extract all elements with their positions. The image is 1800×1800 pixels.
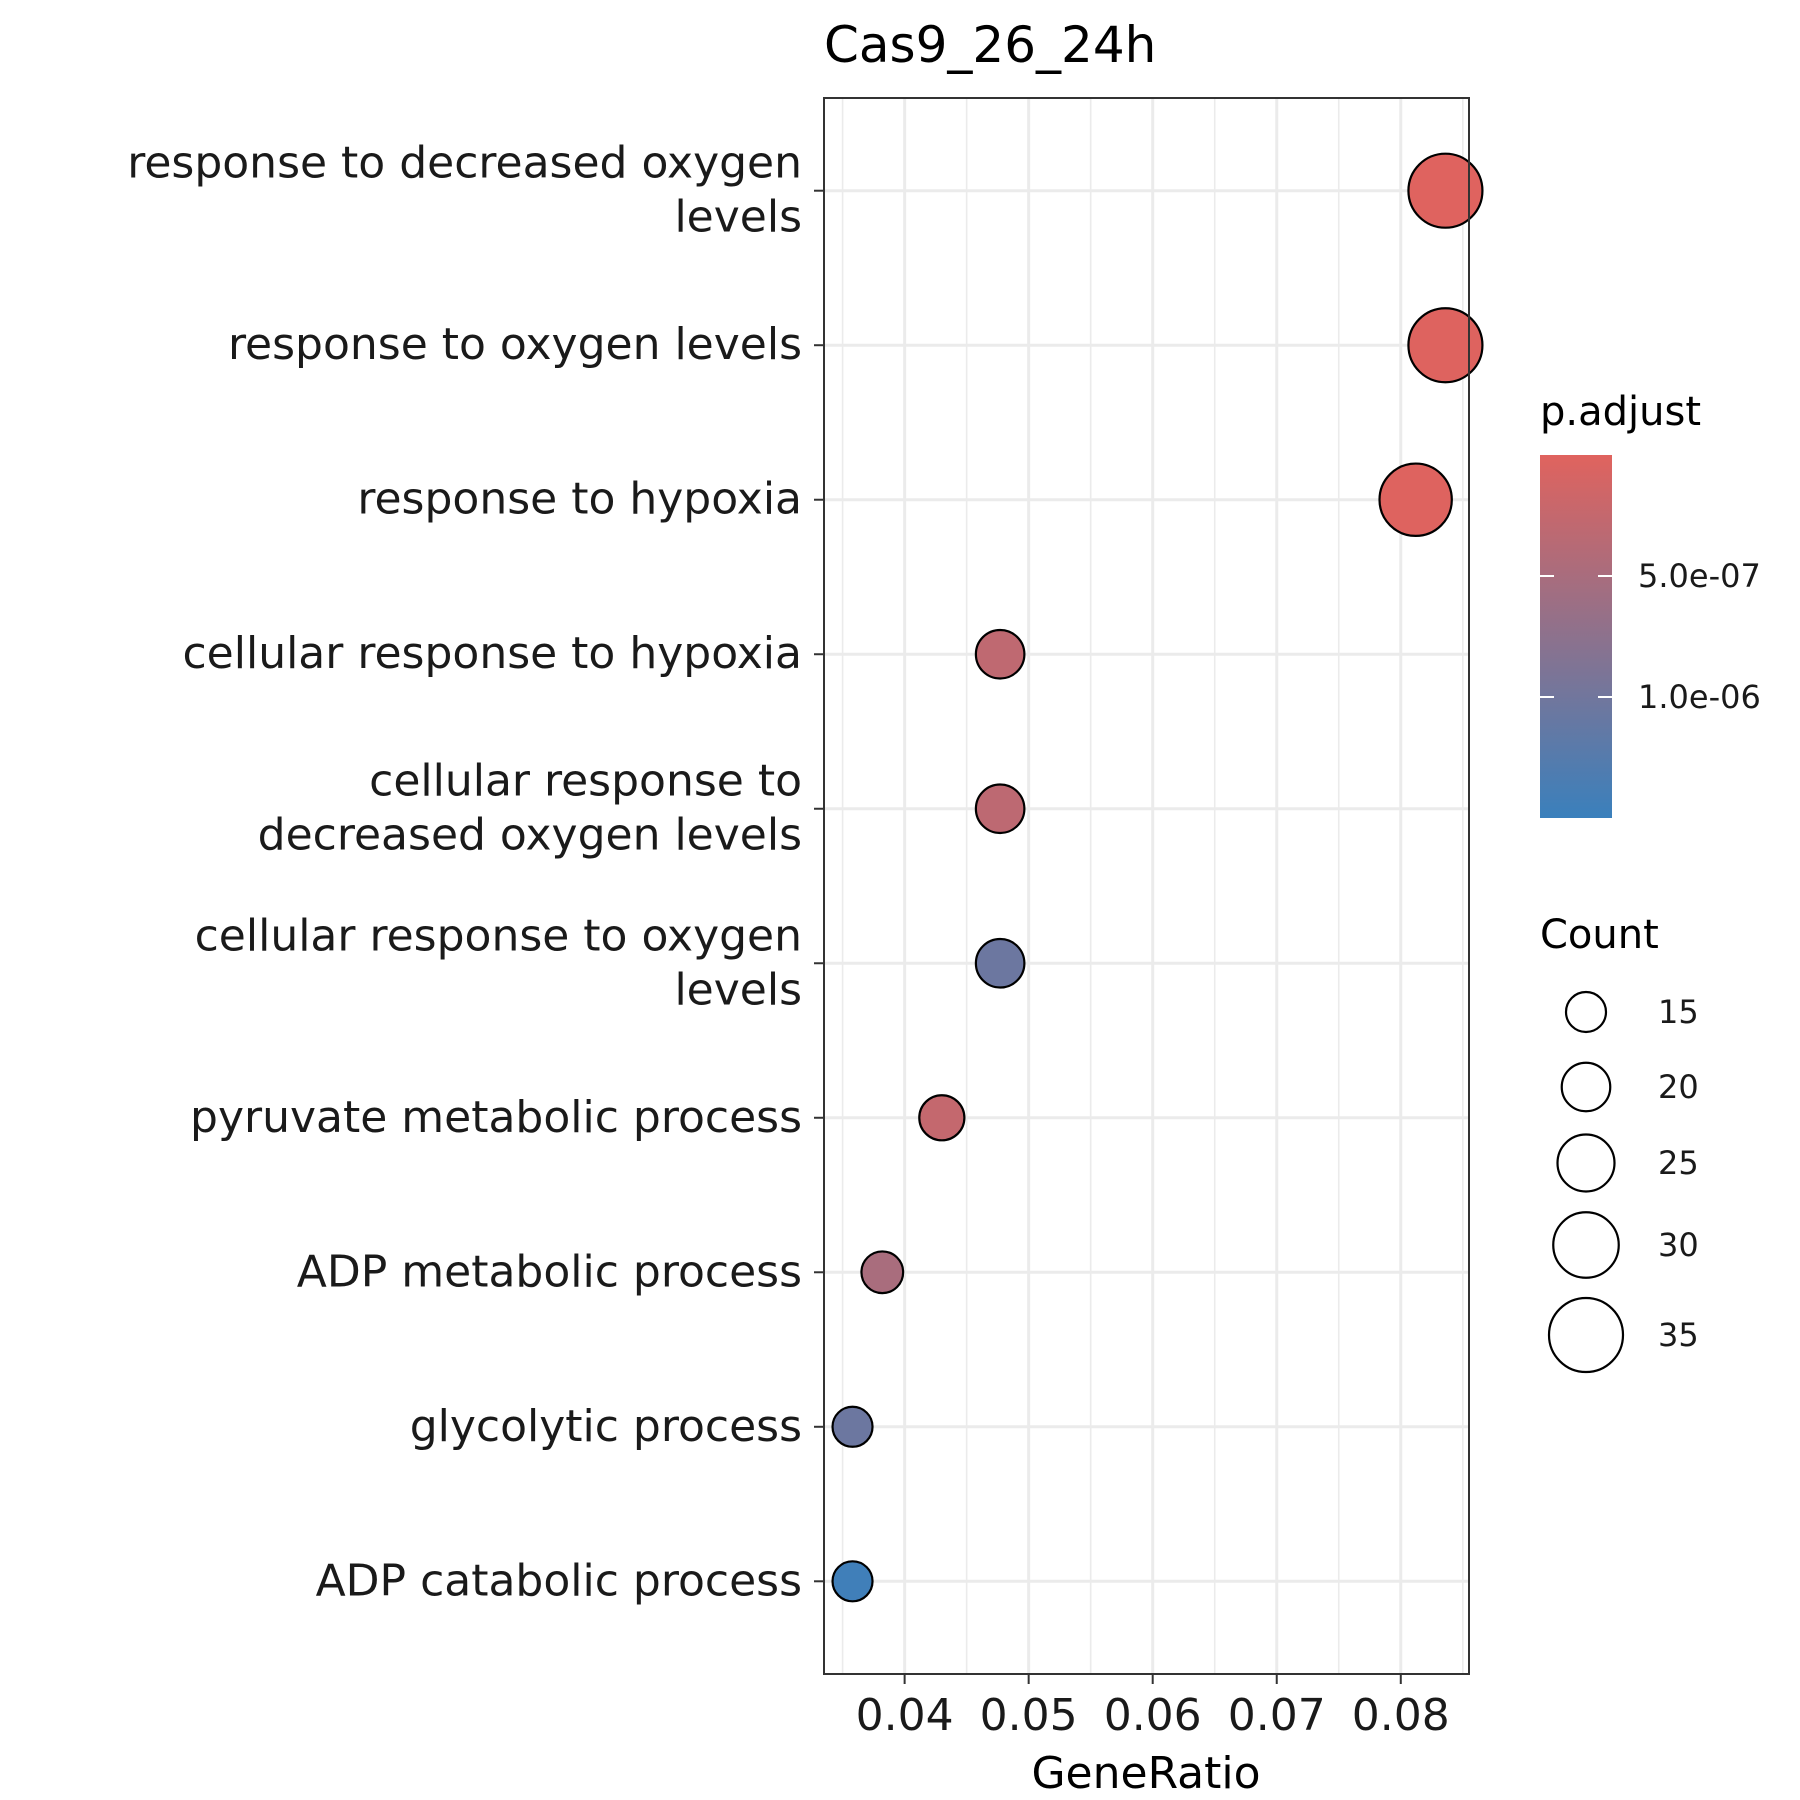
data-point [918,1094,966,1142]
x-tick-label: 0.08 [1352,1690,1450,1741]
y-tick-label: ADP catabolic process [316,1555,802,1606]
grid-major [824,98,1469,1674]
data-point [831,1560,874,1603]
data-point [974,628,1026,680]
data-point [831,1405,874,1448]
y-tick-label: decreased oxygen levels [258,810,802,861]
size-legend-key [1564,990,1608,1034]
y-tick-label: cellular response to [369,756,802,807]
data-point [1407,152,1484,229]
size-legend-key [1552,1211,1620,1279]
size-legend-key [1560,1061,1612,1113]
y-tick-label: cellular response to hypoxia [182,628,802,679]
x-axis-title: GeneRatio [1031,1748,1260,1799]
color-legend-bar [1540,455,1612,818]
color-legend: p.adjust 5.0e-07 1.0e-06 [1540,389,1761,818]
y-tick-label: ADP metabolic process [297,1246,802,1297]
y-tick-label: pyruvate metabolic process [190,1092,802,1143]
y-tick-label: glycolytic process [410,1401,802,1452]
plot-panel [824,98,1469,1674]
y-tick-label: response to hypoxia [357,474,802,525]
y-tick-label: response to oxygen levels [228,319,802,370]
x-tick-label: 0.05 [980,1690,1078,1741]
y-tick-label: levels [674,192,802,243]
data-point [860,1250,905,1295]
x-tick-label: 0.06 [1104,1690,1202,1741]
color-legend-label: 1.0e-06 [1638,678,1761,716]
color-legend-ticks: 5.0e-07 1.0e-06 [1540,557,1761,716]
x-tick-label: 0.07 [1228,1690,1326,1741]
color-legend-label: 5.0e-07 [1638,557,1761,595]
size-legend-label: 35 [1658,1316,1699,1354]
size-legend-label: 30 [1658,1226,1699,1264]
size-legend: Count 15 20 25 30 35 [1540,912,1699,1374]
size-legend-title: Count [1540,912,1659,958]
data-points [831,152,1484,1603]
grid-minor [841,98,1464,1674]
size-legend-key [1547,1296,1625,1374]
size-legend-label: 20 [1658,1068,1699,1106]
y-tick-label: response to decreased oxygen [127,138,802,189]
size-legend-label: 15 [1658,993,1699,1031]
data-point [974,783,1026,835]
data-point [974,937,1026,989]
data-point [1407,307,1484,384]
x-tick-label: 0.04 [856,1690,954,1741]
y-axis: response to decreased oxygenlevelsrespon… [127,138,824,1606]
chart-title: Cas9_26_24h [824,16,1156,74]
color-legend-title: p.adjust [1540,389,1701,435]
y-tick-label: cellular response to oxygen [195,910,802,961]
size-legend-key [1556,1133,1616,1193]
x-axis: 0.04 0.05 0.06 0.07 0.08 [856,1674,1450,1741]
size-legend-label: 25 [1658,1144,1699,1182]
y-tick-label: levels [674,964,802,1015]
data-point [1378,462,1453,537]
plot-panel-border [823,97,1470,1675]
size-legend-keys: 15 20 25 30 35 [1547,990,1699,1374]
